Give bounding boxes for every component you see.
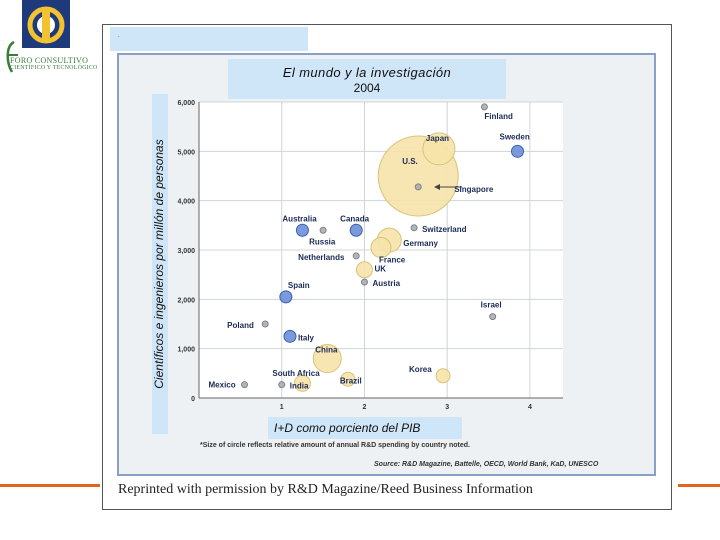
label-singapore: Singapore (454, 185, 494, 194)
header-strip: . (110, 27, 308, 51)
x-axis-label-box: I+D como porciento del PIB (268, 417, 462, 439)
logo: FORO CONSULTIVO CIENTÍFICO Y TECNOLÓGICO (0, 0, 100, 80)
logo-mark (6, 0, 70, 73)
y-tick-label: 6,000 (177, 100, 195, 107)
point-italy (283, 329, 297, 343)
x-tick-label: 3 (445, 404, 449, 411)
accent-rule-right (678, 484, 720, 487)
label-china: China (315, 346, 338, 355)
label-canada: Canada (340, 214, 369, 223)
x-tick-label: 2 (363, 404, 367, 411)
label-russia: Russia (309, 237, 336, 246)
size-note: *Size of circle reflects relative amount… (200, 442, 470, 449)
point-singapore (414, 183, 422, 191)
chart-title: El mundo y la investigación (282, 65, 452, 80)
point-spain (279, 290, 293, 304)
point-austria (360, 278, 368, 286)
label-mexico: Mexico (209, 381, 236, 390)
label-uk: UK (374, 265, 386, 274)
label-brazil: Brazil (340, 376, 362, 385)
point-uk (355, 261, 373, 279)
chart-points (241, 103, 524, 392)
point-india (278, 381, 286, 389)
label-switzerland: Switzerland (422, 225, 467, 234)
y-tick-label: 5,000 (177, 149, 195, 156)
chart-title-box: El mundo y la investigación 2004 (228, 59, 506, 99)
point-south-africa (293, 374, 311, 392)
singapore-arrowhead (434, 184, 440, 190)
chart-ticks: 0 1,000 2,000 3,000 4,000 5,000 6,000 1 2 3 4 (177, 100, 531, 411)
y-axis-label: Científicos e ingenieros por millón de p… (152, 94, 168, 434)
point-sweden (511, 144, 524, 158)
label-germany: Germany (403, 239, 438, 248)
logo-line2: CIENTÍFICO Y TECNOLÓGICO (10, 65, 98, 71)
label-austria: Austria (372, 279, 400, 288)
label-sweden: Sweden (500, 132, 530, 141)
label-netherlands: Netherlands (298, 253, 345, 262)
point-poland (261, 320, 269, 328)
label-korea: Korea (409, 365, 432, 374)
label-u-s-: U.S. (402, 157, 418, 166)
x-tick-label: 4 (528, 404, 532, 411)
label-japan: Japan (426, 134, 449, 143)
point-japan (422, 132, 456, 166)
point-mexico (241, 381, 248, 389)
label-spain: Spain (288, 281, 310, 290)
reprint-credit: Reprinted with permission by R&D Magazin… (118, 482, 533, 497)
point-canada (349, 223, 363, 237)
chart-subtitle: 2004 (353, 81, 381, 95)
logo-line1: FORO CONSULTIVO (10, 56, 89, 65)
point-russia (319, 226, 327, 234)
y-tick-label: 4,000 (177, 199, 195, 206)
point-australia (295, 223, 309, 237)
label-poland: Poland (227, 321, 254, 330)
label-finland: Finland (484, 112, 513, 121)
y-tick-label: 1,000 (177, 347, 195, 354)
point-israel (489, 313, 497, 321)
accent-rule-left (0, 484, 100, 487)
y-tick-label: 3,000 (177, 248, 195, 255)
point-netherlands (352, 252, 360, 260)
label-south-africa: South Africa (272, 369, 320, 378)
chart-point-labels: Finland Sweden Japan U.S. Singapore Switzerla… (209, 112, 530, 391)
y-tick-label: 2,000 (177, 297, 195, 304)
point-china (312, 344, 342, 374)
y-tick-label: 0 (191, 396, 195, 403)
label-france: France (379, 256, 406, 265)
source-note: Source: R&D Magazine, Battelle, OECD, Wo… (374, 461, 599, 468)
x-axis-label: I+D como porciento del PIB (274, 421, 421, 435)
label-israel: Israel (481, 301, 502, 310)
label-india: India (290, 382, 309, 391)
point-finland (480, 103, 488, 111)
x-tick-label: 1 (280, 404, 284, 411)
point-korea (435, 368, 451, 384)
label-italy: Italy (298, 333, 315, 342)
label-australia: Australia (282, 214, 317, 223)
point-france (370, 237, 392, 259)
point-brazil (340, 371, 356, 387)
header-strip-text: . (118, 33, 120, 39)
point-switzerland (410, 224, 418, 232)
chart-axes (198, 102, 563, 399)
